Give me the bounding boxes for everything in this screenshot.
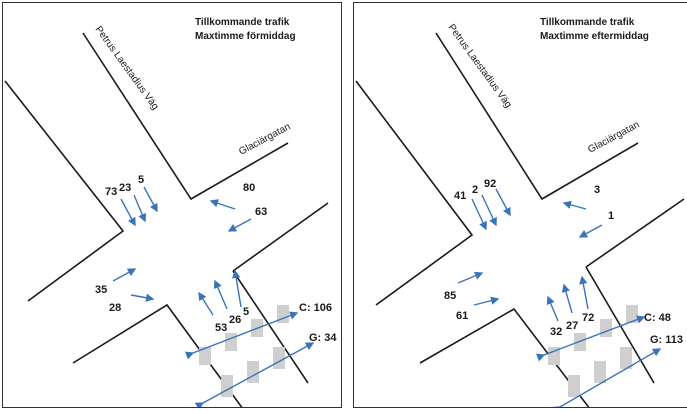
value-west-1: 85 (444, 290, 456, 302)
title-line-2: Maxtimme eftermiddag (540, 31, 649, 42)
street-label-east: Glaciärgatan (586, 119, 641, 155)
road-edge (585, 198, 685, 268)
arrow-north-2 (133, 194, 147, 223)
ped-count-c: C: 48 (644, 312, 671, 324)
arrow-east-1 (562, 200, 587, 210)
intersection-diagram-morning: Tillkommande trafik Maxtimme förmiddag P… (4, 17, 337, 407)
arrow-west-2 (130, 293, 155, 302)
value-south-3: 5 (243, 306, 249, 318)
road-edge (4, 80, 125, 302)
arrow-north-1 (120, 198, 136, 227)
pedestrian-crossing (199, 305, 289, 397)
value-south-1: 32 (550, 326, 562, 338)
arrow-ped-g (551, 348, 662, 407)
arrow-west-2 (473, 296, 500, 306)
value-east-2: 63 (255, 206, 267, 218)
value-west-2: 61 (456, 310, 468, 322)
road-edge (82, 32, 289, 201)
ped-count-g: G: 113 (650, 334, 683, 346)
value-west-1: 35 (95, 284, 107, 296)
value-east-2: 1 (608, 210, 614, 222)
title-line-1: Tillkommande trafik (195, 17, 290, 28)
value-north-3: 5 (138, 174, 144, 186)
value-north-3: 92 (484, 178, 496, 190)
value-north-1: 73 (105, 186, 117, 198)
arrow-north-3 (495, 188, 511, 217)
value-south-2: 27 (566, 320, 578, 332)
panel-morning: Tillkommande trafik Maxtimme förmiddag P… (2, 2, 342, 408)
intersection-diagram-afternoon: Tillkommande trafik Maxtimme eftermiddag… (355, 17, 685, 407)
value-north-2: 23 (119, 182, 131, 194)
value-north-2: 2 (472, 184, 478, 196)
arrow-west-1 (112, 268, 137, 282)
value-south-1: 53 (215, 322, 227, 334)
arrow-ped-g (194, 342, 315, 407)
street-label-east: Glaciärgatan (237, 121, 292, 157)
arrow-south-2 (213, 279, 228, 310)
road-edge (419, 307, 590, 407)
arrow-south-2 (561, 283, 573, 314)
arrow-east-2 (227, 218, 252, 232)
arrow-north-2 (481, 194, 497, 227)
panel-afternoon: Tillkommande trafik Maxtimme eftermiddag… (353, 2, 687, 408)
value-east-1: 3 (594, 184, 600, 196)
title-line-2: Maxtimme förmiddag (195, 31, 296, 42)
ped-count-g: G: 34 (309, 332, 337, 344)
road-edge (72, 303, 243, 407)
value-north-1: 41 (454, 190, 466, 202)
arrow-west-1 (457, 271, 484, 284)
arrow-south-3 (579, 275, 589, 310)
road-edge (355, 80, 474, 306)
arrow-north-1 (471, 198, 487, 231)
road-edge (232, 202, 329, 272)
arrow-east-2 (578, 224, 603, 238)
value-east-1: 80 (243, 182, 255, 194)
arrow-south-1 (546, 295, 559, 322)
value-west-2: 28 (109, 302, 121, 314)
arrow-north-3 (143, 186, 158, 213)
title-line-1: Tillkommande trafik (540, 17, 635, 28)
value-south-2: 26 (229, 314, 241, 326)
value-south-3: 72 (582, 312, 594, 324)
arrow-south-3 (232, 269, 242, 308)
road-edge (435, 32, 639, 201)
arrow-south-1 (198, 291, 214, 316)
ped-count-c: C: 106 (299, 302, 332, 314)
arrow-east-1 (209, 199, 236, 210)
street-label-north: Petrus Laestadius Väg (446, 22, 514, 110)
